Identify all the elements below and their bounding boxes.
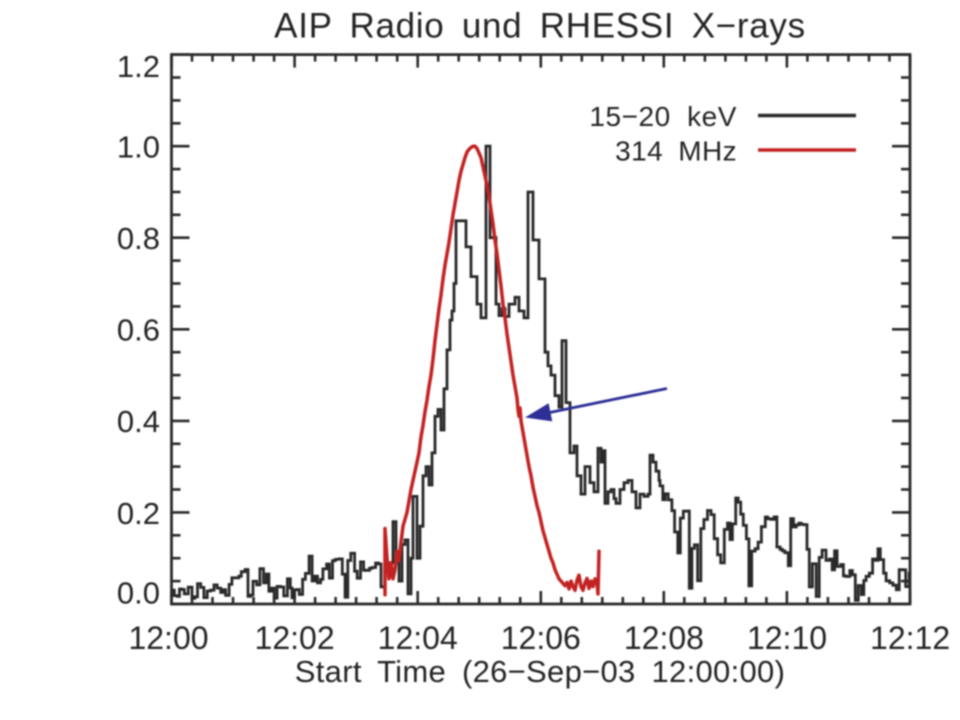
svg-text:12:06: 12:06 [501, 620, 581, 656]
svg-text:0.6: 0.6 [117, 313, 160, 348]
svg-text:12:08: 12:08 [624, 620, 704, 656]
svg-text:12:04: 12:04 [378, 620, 458, 656]
svg-text:1.0: 1.0 [117, 130, 160, 165]
svg-text:0.0: 0.0 [117, 575, 160, 610]
svg-text:1.2: 1.2 [117, 49, 160, 84]
svg-text:0.4: 0.4 [117, 404, 160, 439]
svg-text:12:12: 12:12 [870, 620, 950, 656]
svg-text:0.2: 0.2 [117, 496, 160, 531]
svg-text:12:10: 12:10 [747, 620, 827, 656]
svg-text:15−20 keV: 15−20 keV [589, 101, 737, 132]
svg-text:0.8: 0.8 [117, 221, 160, 256]
svg-text:Start Time (26−Sep−03 12:00:00: Start Time (26−Sep−03 12:00:00) [295, 654, 785, 689]
svg-text:12:00: 12:00 [128, 620, 208, 656]
svg-text:AIP Radio und RHESSI X−rays: AIP Radio und RHESSI X−rays [274, 7, 806, 46]
svg-text:314 MHz: 314 MHz [615, 135, 737, 166]
svg-text:12:02: 12:02 [255, 620, 335, 656]
